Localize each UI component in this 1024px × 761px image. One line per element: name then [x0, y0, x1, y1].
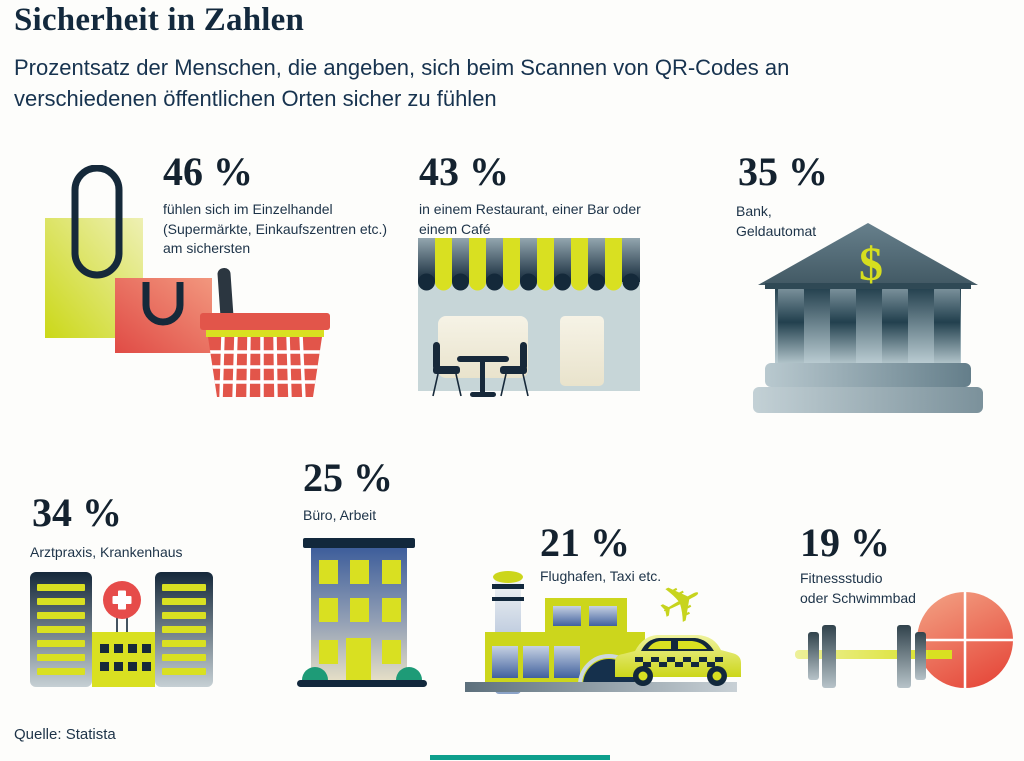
- stat-label: Bank, Geldautomat: [736, 203, 817, 239]
- svg-text:$: $: [859, 238, 883, 291]
- shopping-bags-basket-icon: [45, 165, 330, 397]
- bottom-accent-bar: [430, 755, 610, 760]
- stat-item-restaurant: 43 % in einem Restaurant, einer Bar oder…: [418, 150, 650, 415]
- source-note: Quelle: Statista: [14, 726, 116, 743]
- airport-taxi-icon: ✈: [465, 570, 741, 694]
- stat-item-arztpraxis: 34 % Arztpraxis, Krankenhaus: [30, 493, 280, 708]
- stat-label: fühlen sich im Einzelhandel (Supermärkte…: [163, 201, 388, 257]
- stat-label: in einem Restaurant, einer Bar oder eine…: [419, 201, 641, 237]
- office-building-icon: [297, 538, 427, 687]
- svg-text:✈: ✈: [647, 570, 717, 641]
- stat-value: 46 %: [163, 149, 253, 194]
- stat-label: Arztpraxis, Krankenhaus: [30, 544, 183, 560]
- stat-value: 43 %: [419, 149, 509, 194]
- stat-value: 35 %: [738, 149, 828, 194]
- stat-label: Fitnessstudio oder Schwimmbad: [800, 570, 916, 606]
- stat-value: 21 %: [540, 520, 630, 565]
- stat-item-fitnessstudio: 19 % Fitnessstudio oder Schwimmbad: [795, 523, 1024, 715]
- stat-value: 19 %: [800, 520, 890, 565]
- stat-value: 34 %: [32, 490, 122, 535]
- stat-value: 25 %: [303, 455, 393, 500]
- stat-item-buero: 25 % Büro, Arbeit: [295, 458, 465, 698]
- stat-label: Flughafen, Taxi etc.: [540, 568, 662, 584]
- page-subtitle: Prozentsatz der Menschen, die angeben, s…: [14, 55, 790, 112]
- hospital-buildings-icon: [30, 572, 213, 687]
- stat-item-flughafen: 21 % Flughafen, Taxi etc. ✈: [465, 523, 757, 715]
- page-title: Sicherheit in Zahlen: [14, 2, 305, 38]
- cafe-storefront-icon: [418, 238, 640, 397]
- stat-item-bank: 35 % Bank, Geldautomat $: [736, 150, 1018, 415]
- stat-label: Büro, Arbeit: [303, 507, 377, 523]
- bank-building-icon: $: [753, 223, 983, 413]
- dumbbell-basketball-icon: [795, 592, 1013, 688]
- stat-item-einzelhandel: 46 % fühlen sich im Einzelhandel (Superm…: [35, 149, 387, 420]
